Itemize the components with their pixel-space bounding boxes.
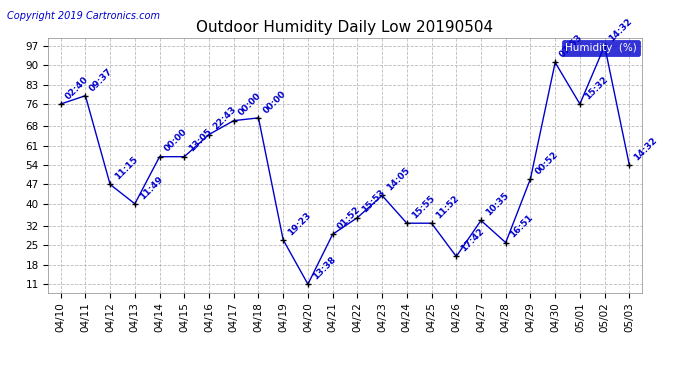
Text: 11:49: 11:49 (137, 174, 164, 201)
Text: 15:55: 15:55 (410, 194, 436, 220)
Text: 07:53: 07:53 (558, 33, 584, 60)
Title: Outdoor Humidity Daily Low 20190504: Outdoor Humidity Daily Low 20190504 (197, 20, 493, 35)
Text: 00:00: 00:00 (162, 128, 188, 154)
Text: 22:43: 22:43 (212, 105, 239, 132)
Text: 19:23: 19:23 (286, 210, 313, 237)
Text: 11:15: 11:15 (113, 155, 139, 182)
Text: 15:53: 15:53 (360, 188, 387, 215)
Text: 11:52: 11:52 (434, 194, 461, 220)
Text: 09:37: 09:37 (88, 66, 115, 93)
Text: 00:00: 00:00 (262, 89, 288, 115)
Text: 13:38: 13:38 (310, 255, 337, 281)
Text: 15:32: 15:32 (582, 75, 609, 101)
Text: 17:42: 17:42 (459, 227, 486, 254)
Text: 10:35: 10:35 (484, 191, 511, 217)
Text: 14:32: 14:32 (632, 135, 659, 162)
Text: 14:32: 14:32 (607, 16, 634, 43)
Text: Copyright 2019 Cartronics.com: Copyright 2019 Cartronics.com (7, 11, 160, 21)
Text: 14:05: 14:05 (385, 166, 411, 193)
Text: 13:05: 13:05 (187, 128, 214, 154)
Text: 16:51: 16:51 (509, 213, 535, 240)
Text: 02:40: 02:40 (63, 75, 90, 101)
Text: 00:52: 00:52 (533, 150, 560, 176)
Text: 01:52: 01:52 (335, 205, 362, 231)
Text: 00:00: 00:00 (237, 92, 263, 118)
Legend: Humidity  (%): Humidity (%) (562, 40, 640, 56)
